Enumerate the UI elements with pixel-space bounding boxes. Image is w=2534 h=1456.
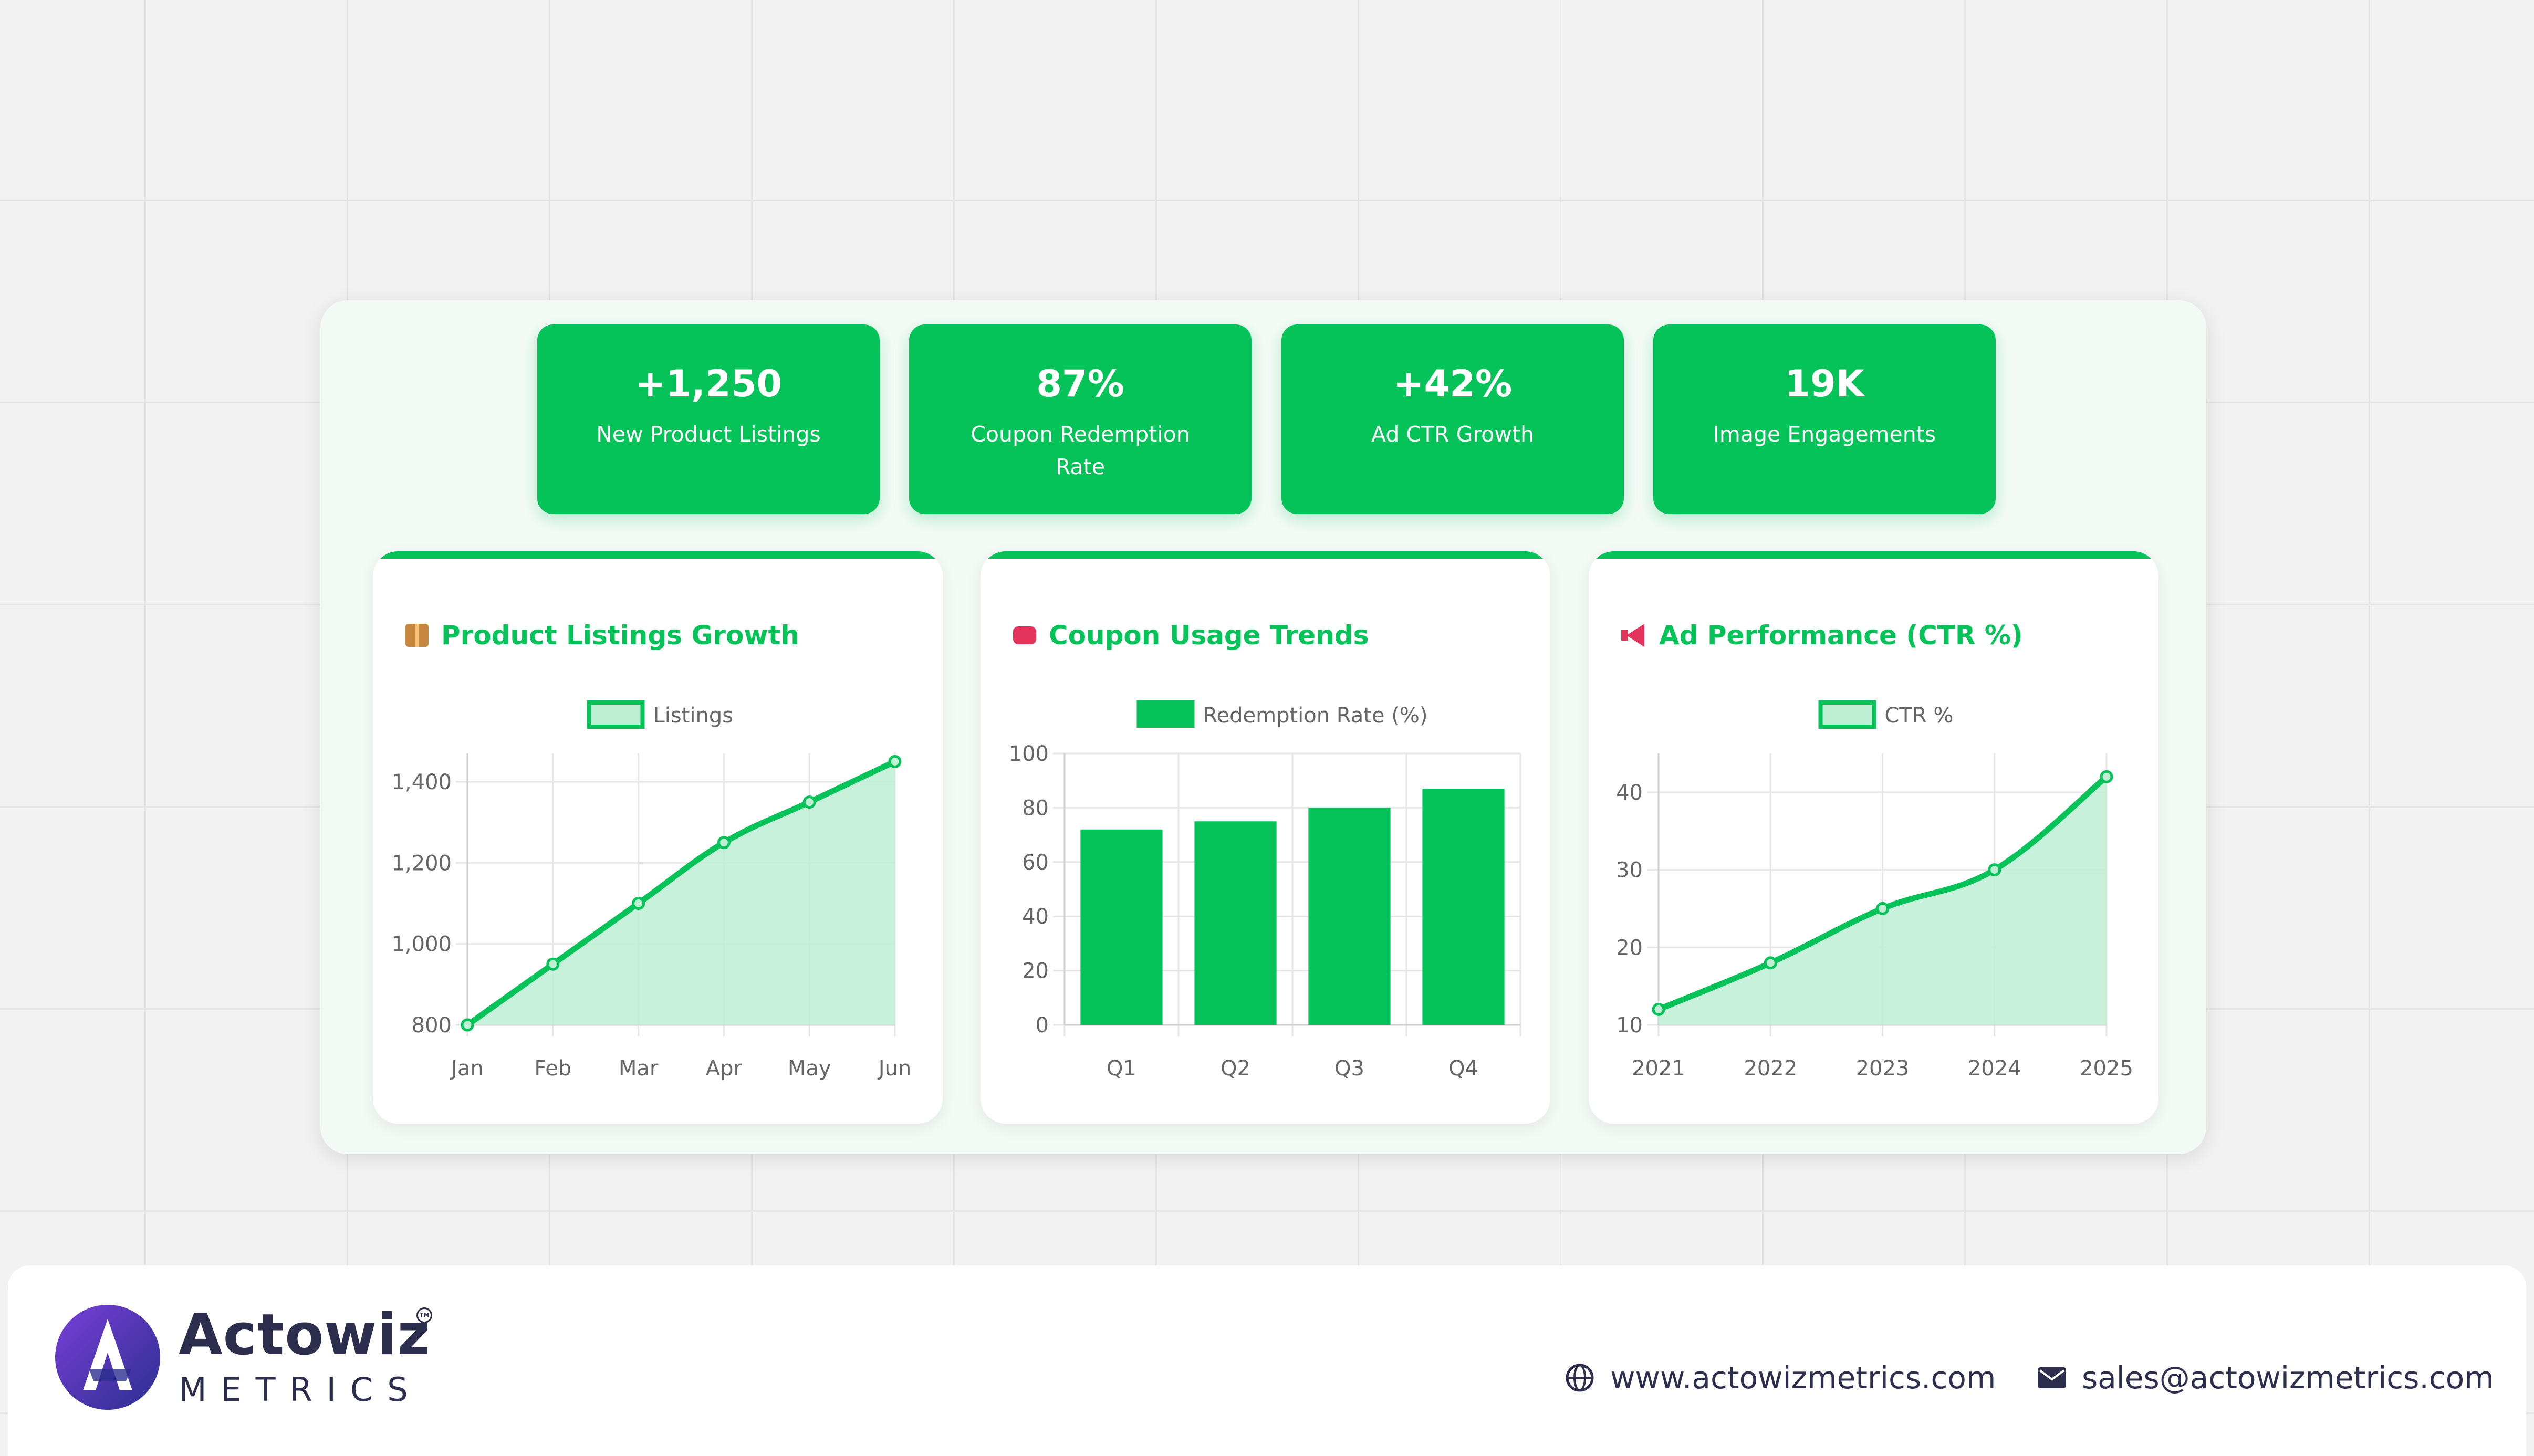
x-tick-label: 2021 <box>1632 1056 1685 1081</box>
kpi-label: Ad CTR Growth <box>1371 422 1534 447</box>
y-tick-label: 60 <box>1022 851 1049 875</box>
x-tick-label: Q2 <box>1221 1056 1250 1081</box>
x-tick-label: Mar <box>619 1056 659 1081</box>
y-tick-label: 100 <box>1009 742 1049 766</box>
x-tick-label: Q1 <box>1107 1056 1136 1081</box>
x-tick-label: Q4 <box>1448 1056 1478 1081</box>
bar <box>1080 829 1163 1025</box>
kpi-value: 87% <box>1036 362 1124 405</box>
data-point <box>2100 770 2113 783</box>
series-line <box>464 758 898 1028</box>
kpi-card-new-listings: +1,250 New Product Listings <box>537 324 880 514</box>
chart-card-coupon-usage: Coupon Usage Trends Redemption Rate (%) 0… <box>981 551 1550 1124</box>
x-tick-label: Apr <box>706 1056 743 1081</box>
chart-card-ad-performance: Ad Performance (CTR %) CTR % 10 20 30 40 2021… <box>1589 551 2158 1124</box>
actowiz-logo-icon <box>55 1305 160 1410</box>
kpi-card-image-engagements: 19K Image Engagements <box>1653 324 1996 514</box>
card-title-text: Coupon Usage Trends <box>1049 620 1369 651</box>
data-point <box>802 795 816 809</box>
kpi-card-coupon-redemption: 87% Coupon Redemption Rate <box>909 324 1252 514</box>
x-tick-label: 2022 <box>1744 1056 1797 1081</box>
data-point <box>717 836 731 850</box>
x-tick-label: Q3 <box>1334 1056 1364 1081</box>
legend-label: CTR % <box>1885 704 1954 728</box>
legend-label: Redemption Rate (%) <box>1203 704 1428 728</box>
card-title-text: Ad Performance (CTR %) <box>1659 620 2023 651</box>
kpi-value: +1,250 <box>634 362 783 405</box>
data-point <box>1764 956 1777 970</box>
data-point <box>1876 902 1889 915</box>
y-tick-label: 1,400 <box>391 770 452 794</box>
card-title: Ad Performance (CTR %) <box>1621 617 2023 654</box>
trademark-badge: TM <box>416 1307 432 1323</box>
x-tick-label: 2023 <box>1856 1056 1910 1081</box>
mail-icon <box>2038 1367 2066 1388</box>
x-tick-label: 2024 <box>1968 1056 2021 1081</box>
website-contact[interactable]: www.actowizmetrics.com <box>1565 1360 1996 1396</box>
coupon-ticket-icon <box>1013 626 1036 644</box>
bar <box>1308 808 1391 1025</box>
data-point <box>1652 1002 1665 1016</box>
legend-label: Listings <box>653 704 734 728</box>
x-tick-label: Jun <box>877 1056 912 1081</box>
brand-name: Actowiz <box>179 1302 431 1368</box>
data-point <box>1988 863 2001 877</box>
kpi-label: Coupon Redemption Rate <box>971 422 1190 479</box>
y-tick-label: 10 <box>1616 1013 1643 1038</box>
bar <box>1194 821 1277 1025</box>
legend-swatch <box>1136 700 1195 728</box>
series-area <box>467 761 895 1025</box>
footer-bar: Actowiz TM METRICS www.actowizmetrics.co… <box>8 1265 2526 1456</box>
kpi-label: Image Engagements <box>1713 422 1936 447</box>
y-tick-label: 40 <box>1022 905 1049 929</box>
data-point <box>632 897 645 910</box>
email-contact[interactable]: sales@actowizmetrics.com <box>2038 1360 2494 1396</box>
y-tick-label: 0 <box>1036 1013 1049 1038</box>
y-tick-label: 1,000 <box>391 933 452 957</box>
y-tick-label: 30 <box>1616 858 1643 883</box>
listings-area-chart: Listings 800 1,000 1,200 1,400 Jan Feb Mar Apr Ma… <box>391 700 912 1081</box>
legend-swatch <box>1818 700 1876 729</box>
kpi-value: 19K <box>1785 362 1864 405</box>
package-icon <box>405 624 429 647</box>
card-title: Product Listings Growth <box>405 617 799 654</box>
x-tick-label: Jan <box>450 1056 484 1081</box>
x-tick-label: 2025 <box>2080 1056 2133 1081</box>
x-tick-label: May <box>788 1056 831 1081</box>
kpi-value: +42% <box>1393 362 1513 405</box>
x-tick-label: Feb <box>534 1056 571 1081</box>
ctr-area-chart: CTR % 10 20 30 40 2021 2022 2023 2024 2025 <box>1616 700 2133 1081</box>
redemption-bar-chart: Redemption Rate (%) 0 20 40 60 80 100 Q1 Q2 Q3 Q4 <box>1009 700 1521 1081</box>
bar <box>1422 789 1505 1025</box>
data-point <box>546 957 560 971</box>
y-tick-label: 20 <box>1616 936 1643 960</box>
website-link[interactable]: www.actowizmetrics.com <box>1610 1360 1996 1396</box>
chart-card-product-listings: Product Listings Growth Listings 800 1,000… <box>373 551 943 1124</box>
brand-subtitle: METRICS <box>179 1370 422 1409</box>
card-title-text: Product Listings Growth <box>441 620 800 651</box>
email-link[interactable]: sales@actowizmetrics.com <box>2082 1360 2494 1396</box>
y-tick-label: 20 <box>1022 959 1049 983</box>
y-tick-label: 80 <box>1022 796 1049 820</box>
y-tick-label: 800 <box>412 1013 452 1038</box>
legend-swatch <box>587 700 645 729</box>
globe-icon <box>1566 1364 1594 1392</box>
kpi-card-ad-ctr: +42% Ad CTR Growth <box>1281 324 1624 514</box>
data-point <box>888 755 902 768</box>
y-tick-label: 40 <box>1616 781 1643 805</box>
kpi-label: New Product Listings <box>596 422 821 447</box>
y-tick-label: 1,200 <box>391 851 452 875</box>
megaphone-icon <box>1621 624 1646 647</box>
card-title: Coupon Usage Trends <box>1013 617 1369 654</box>
data-point <box>461 1018 474 1032</box>
